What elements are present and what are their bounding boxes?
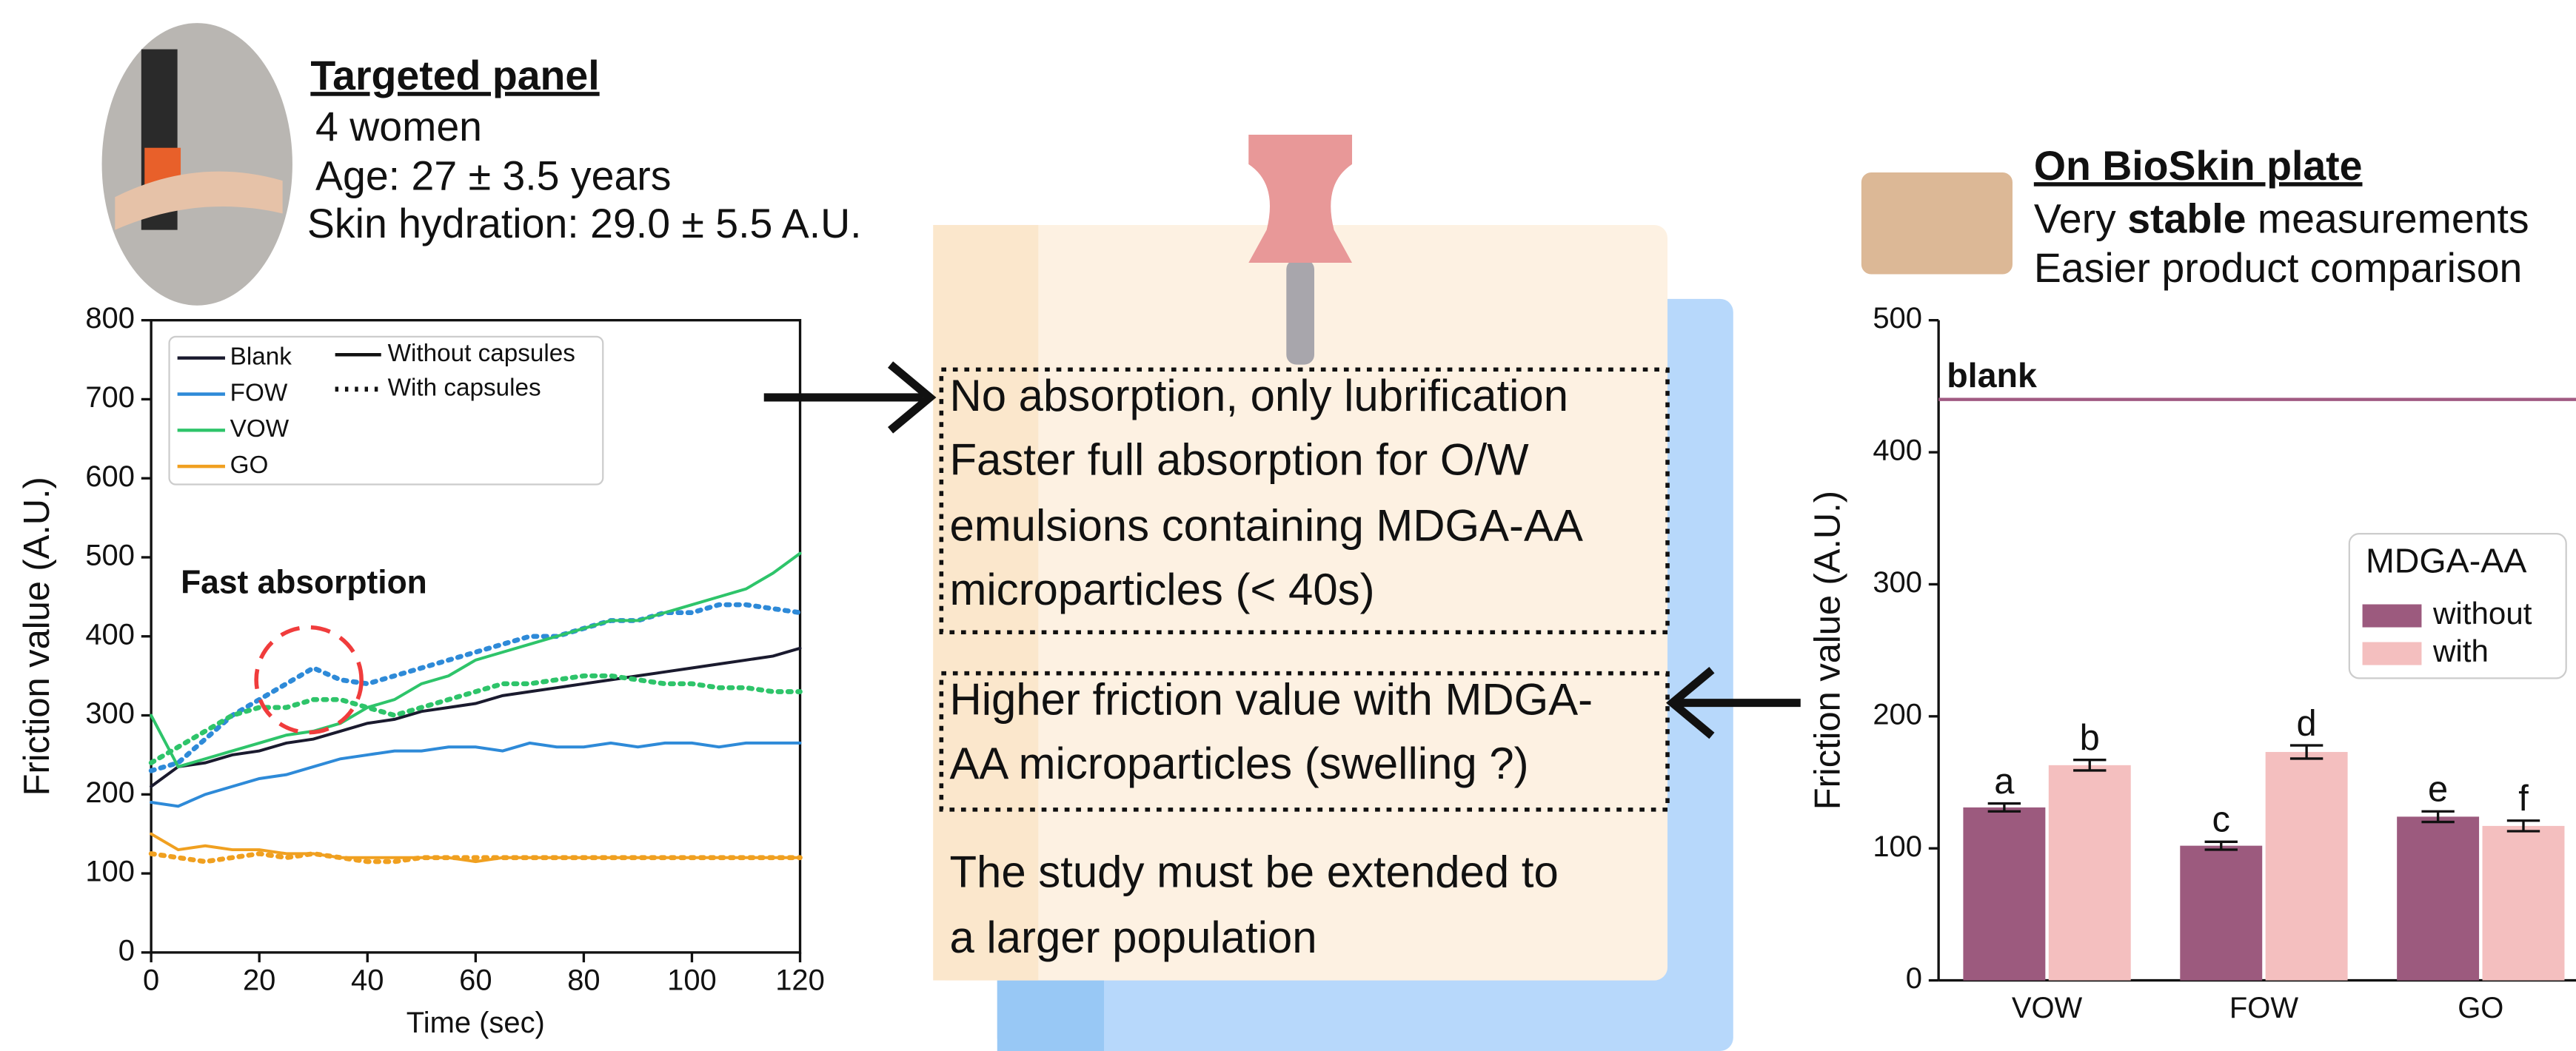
legend-label: with	[2432, 634, 2489, 668]
y-tick-label: 100	[1873, 830, 1922, 863]
y-tick-label: 400	[85, 618, 135, 651]
bioskin-line: Easier product comparison	[2034, 245, 2523, 291]
legend-label: Without capsules	[388, 340, 575, 367]
y-axis-label: Friction value (A.U.)	[17, 477, 57, 796]
bar	[2049, 765, 2131, 981]
y-tick-label: 100	[85, 856, 135, 888]
panel-line: Skin hydration: 29.0 ± 5.5 A.U.	[307, 201, 862, 246]
y-tick-label: 300	[85, 697, 135, 730]
bar	[1963, 807, 2045, 981]
bioskin-plate	[1861, 172, 2013, 275]
page: Targeted panel 4 women Age: 27 ± 3.5 yea…	[0, 0, 2576, 1051]
legend-label: Blank	[230, 343, 292, 370]
x-tick-label: 100	[667, 964, 717, 996]
figure: Targeted panel 4 women Age: 27 ± 3.5 yea…	[0, 0, 2576, 1051]
line-chart: 0 100 200 300 400 500 600 700 800 0 20 40 60 80 100 120…	[17, 302, 825, 1039]
note-line: microparticles (< 40s)	[949, 565, 1374, 614]
x-tick-label: VOW	[2012, 992, 2083, 1024]
legend-swatch	[2363, 605, 2422, 628]
y-tick-label: 0	[118, 934, 135, 967]
y-tick-label: 700	[85, 381, 135, 414]
y-tick-label: 0	[1906, 962, 1922, 995]
x-tick-label: 120	[775, 964, 825, 996]
x-axis-label: Time (sec)	[407, 1007, 545, 1039]
y-tick-label: 200	[1873, 698, 1922, 731]
y-tick-label: 200	[85, 776, 135, 809]
note-line: No absorption, only lubrification	[949, 371, 1568, 420]
panel-title: Targeted panel	[310, 53, 599, 98]
bar	[2266, 752, 2348, 981]
note-line: Higher friction value with MDGA-	[949, 674, 1593, 724]
y-tick-label: 600	[85, 460, 135, 493]
group-letter: e	[2428, 770, 2448, 810]
legend-swatch	[2363, 642, 2422, 665]
legend-label: VOW	[230, 415, 290, 443]
y-tick-label: 500	[1873, 302, 1922, 335]
group-letter: f	[2518, 779, 2529, 819]
legend-label: GO	[230, 451, 269, 479]
group-letter: c	[2212, 800, 2230, 840]
group-letter: a	[1994, 762, 2015, 802]
note-line: Faster full absorption for O/W	[949, 435, 1529, 485]
bar	[2483, 826, 2565, 981]
bar	[2397, 816, 2479, 980]
legend-label: With capsules	[388, 375, 541, 402]
text-part: measurements	[2246, 195, 2529, 241]
bioskin-title: On BioSkin plate	[2034, 143, 2363, 189]
y-tick-label: 800	[85, 302, 135, 335]
series-line	[151, 676, 800, 762]
note-line: AA microparticles (swelling ?)	[949, 739, 1528, 788]
pin-head	[1248, 135, 1352, 263]
pin-needle	[1286, 260, 1314, 365]
x-tick-label: 0	[143, 964, 159, 996]
bar-chart: 0 100 200 300 400 500 Friction value (A.U.) bla…	[1808, 302, 2576, 1024]
y-tick-label: 500	[85, 540, 135, 572]
bar	[2180, 846, 2262, 981]
reference-label: blank	[1947, 356, 2037, 394]
panel-photo	[102, 23, 292, 306]
note-line: The study must be extended to	[949, 847, 1558, 896]
x-tick-label: GO	[2458, 992, 2503, 1024]
group-letter: b	[2080, 718, 2100, 758]
x-tick-label: 40	[351, 964, 384, 996]
note-line: a larger population	[949, 913, 1317, 962]
y-axis-label: Friction value (A.U.)	[1808, 491, 1848, 810]
panel-line: Age: 27 ± 3.5 years	[315, 153, 672, 199]
bioskin-line: Very stable measurements	[2034, 195, 2529, 241]
panel-line: 4 women	[315, 104, 482, 150]
note-line: emulsions containing MDGA-AA	[949, 500, 1583, 550]
y-tick-label: 400	[1873, 434, 1922, 467]
legend-label: FOW	[230, 379, 288, 406]
legend-label: without	[2432, 596, 2532, 631]
legend-title: MDGA-AA	[2366, 541, 2526, 580]
group-letter: d	[2297, 703, 2317, 743]
text-part: Very	[2034, 195, 2127, 241]
series-line	[151, 648, 800, 787]
x-tick-label: 80	[567, 964, 600, 996]
x-tick-label: 60	[459, 964, 492, 996]
x-tick-label: FOW	[2229, 992, 2298, 1024]
text-part: stable	[2127, 195, 2246, 241]
annotation: Fast absorption	[181, 565, 427, 601]
y-tick-label: 300	[1873, 566, 1922, 599]
x-tick-label: 20	[243, 964, 275, 996]
